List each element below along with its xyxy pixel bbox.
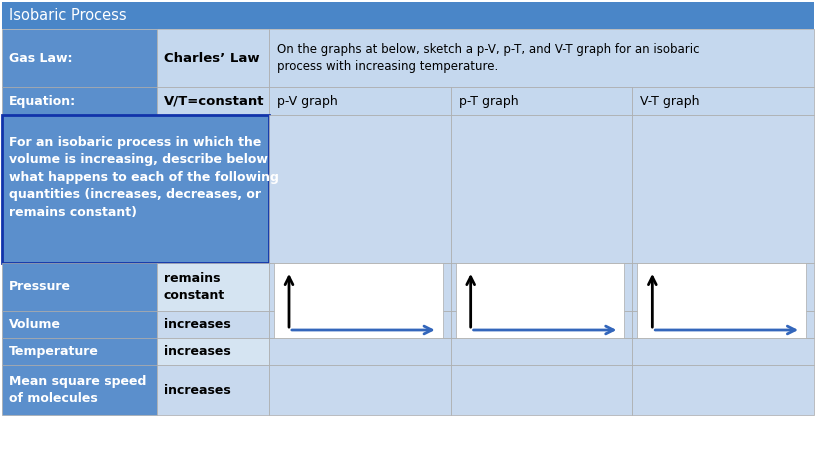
Text: V/T=constant: V/T=constant <box>164 95 264 107</box>
Text: Isobaric Process: Isobaric Process <box>9 8 126 23</box>
Bar <box>269 87 450 115</box>
Bar <box>269 29 814 87</box>
Bar <box>2 338 157 365</box>
Bar <box>2 365 157 415</box>
Bar <box>269 365 450 415</box>
Text: Gas Law:: Gas Law: <box>9 51 73 65</box>
Bar <box>2 263 157 311</box>
Bar <box>450 338 632 365</box>
Bar <box>637 263 806 338</box>
Text: Temperature: Temperature <box>9 345 99 358</box>
Bar <box>269 115 450 263</box>
Bar <box>2 115 269 263</box>
Text: Pressure: Pressure <box>9 280 71 293</box>
Text: Equation:: Equation: <box>9 95 76 107</box>
Bar <box>157 87 269 115</box>
Text: Charles’ Law: Charles’ Law <box>164 51 259 65</box>
Bar <box>450 365 632 415</box>
Text: increases: increases <box>164 345 231 358</box>
Text: On the graphs at below, sketch a p-V, p-T, and V-T graph for an isobaric
process: On the graphs at below, sketch a p-V, p-… <box>277 43 699 73</box>
Text: increases: increases <box>164 384 231 397</box>
Bar <box>632 115 814 263</box>
Bar <box>157 365 269 415</box>
Bar <box>632 87 814 115</box>
Bar <box>274 263 442 338</box>
Bar <box>269 311 450 338</box>
Text: remains
constant: remains constant <box>164 272 225 302</box>
Bar <box>269 263 450 311</box>
Text: p-V graph: p-V graph <box>277 95 338 107</box>
Bar <box>2 311 157 338</box>
Text: increases: increases <box>164 318 231 331</box>
Bar <box>455 263 624 338</box>
Bar <box>450 87 632 115</box>
Bar <box>2 87 157 115</box>
Bar <box>2 2 814 29</box>
Bar <box>2 29 157 87</box>
Bar <box>157 263 269 311</box>
Text: Volume: Volume <box>9 318 61 331</box>
Bar <box>632 365 814 415</box>
Bar <box>632 338 814 365</box>
Bar <box>157 311 269 338</box>
Bar <box>157 338 269 365</box>
Bar <box>632 311 814 338</box>
Bar <box>157 29 269 87</box>
Text: p-T graph: p-T graph <box>459 95 518 107</box>
Bar <box>450 311 632 338</box>
Text: Mean square speed
of molecules: Mean square speed of molecules <box>9 375 146 405</box>
Bar <box>450 115 632 263</box>
Text: V-T graph: V-T graph <box>641 95 700 107</box>
Bar <box>450 263 632 311</box>
Bar <box>632 263 814 311</box>
Bar <box>269 338 450 365</box>
Text: For an isobaric process in which the
volume is increasing, describe below
what h: For an isobaric process in which the vol… <box>9 136 279 218</box>
